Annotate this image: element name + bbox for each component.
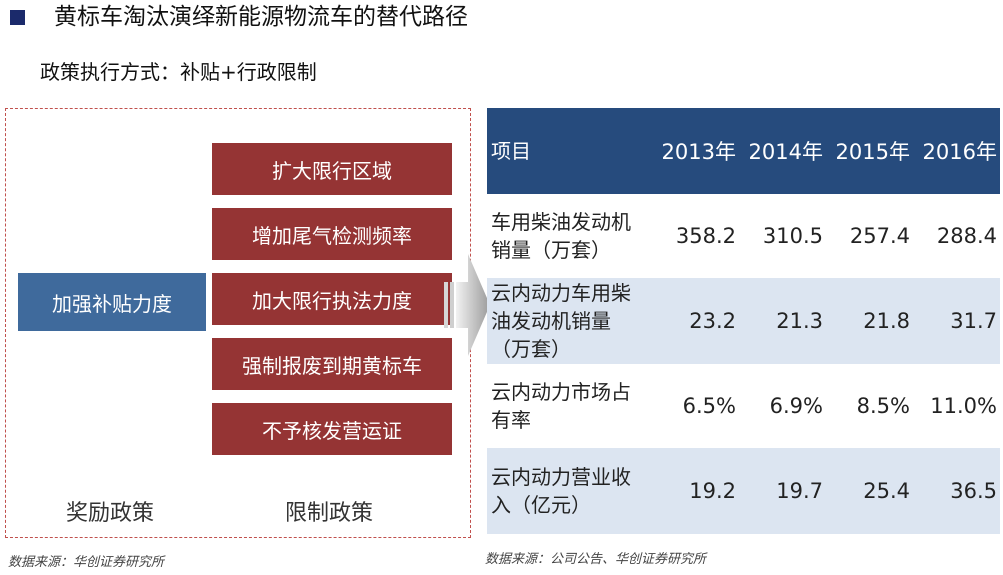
cell-value: 36.5 [950,479,997,503]
cell-value: 257.4 [849,224,910,248]
page-subtitle: 政策执行方式：补贴+行政限制 [40,60,317,84]
table-row: 车用柴油发动机销量（万套） 358.2 310.5 257.4 288.4 [487,194,1000,278]
row-label: 云内动力营业收入（亿元） [491,465,631,517]
cell-value: 6.9% [769,394,823,418]
cell-value: 21.3 [776,309,823,333]
header-year: 2014年 [748,140,823,164]
restrict-box: 加大限行执法力度 [212,273,452,325]
table-row: 云内动力营业收入（亿元） 19.2 19.7 25.4 36.5 [487,448,1000,534]
cell-value: 8.5% [856,394,910,418]
table-header-row: 项目 2013年 2014年 2015年 2016年 [487,108,1000,194]
cell-value: 19.7 [776,479,823,503]
cell-value: 11.0% [930,394,997,418]
cell-value: 31.7 [950,309,997,333]
table-source-note: 数据来源：公司公告、华创证券研究所 [485,552,707,567]
cell-value: 23.2 [689,309,736,333]
cell-value: 19.2 [689,479,736,503]
header-year: 2013年 [661,140,736,164]
table-row: 云内动力车用柴油发动机销量（万套） 23.2 21.3 21.8 31.7 [487,278,1000,364]
cell-value: 25.4 [863,479,910,503]
label-incentive-policy: 奖励政策 [66,501,155,526]
restrict-box: 强制报废到期黄标车 [212,338,452,390]
cell-value: 310.5 [762,224,823,248]
cell-value: 288.4 [936,224,997,248]
header-year: 2016年 [922,140,997,164]
cell-value: 21.8 [863,309,910,333]
incentive-box: 加强补贴力度 [18,273,206,331]
row-label: 车用柴油发动机销量（万套） [491,210,631,262]
header-year: 2015年 [835,140,910,164]
left-source-note: 数据来源：华创证券研究所 [8,555,165,570]
row-label: 云内动力市场占有率 [491,380,631,432]
cell-value: 6.5% [682,394,736,418]
cell-value: 358.2 [675,224,736,248]
row-label: 云内动力车用柴油发动机销量（万套） [491,281,631,361]
right-arrow-icon [444,254,490,356]
restrict-box: 增加尾气检测频率 [212,208,452,260]
page-title: 黄标车淘汰演绎新能源物流车的替代路径 [54,4,468,30]
restrict-box: 扩大限行区域 [212,143,452,195]
table-row: 云内动力市场占有率 6.5% 6.9% 8.5% 11.0% [487,364,1000,448]
header-label: 项目 [491,139,531,163]
title-bullet-icon [10,10,25,25]
label-restrict-policy: 限制政策 [285,501,374,526]
restrict-box: 不予核发营运证 [212,403,452,455]
